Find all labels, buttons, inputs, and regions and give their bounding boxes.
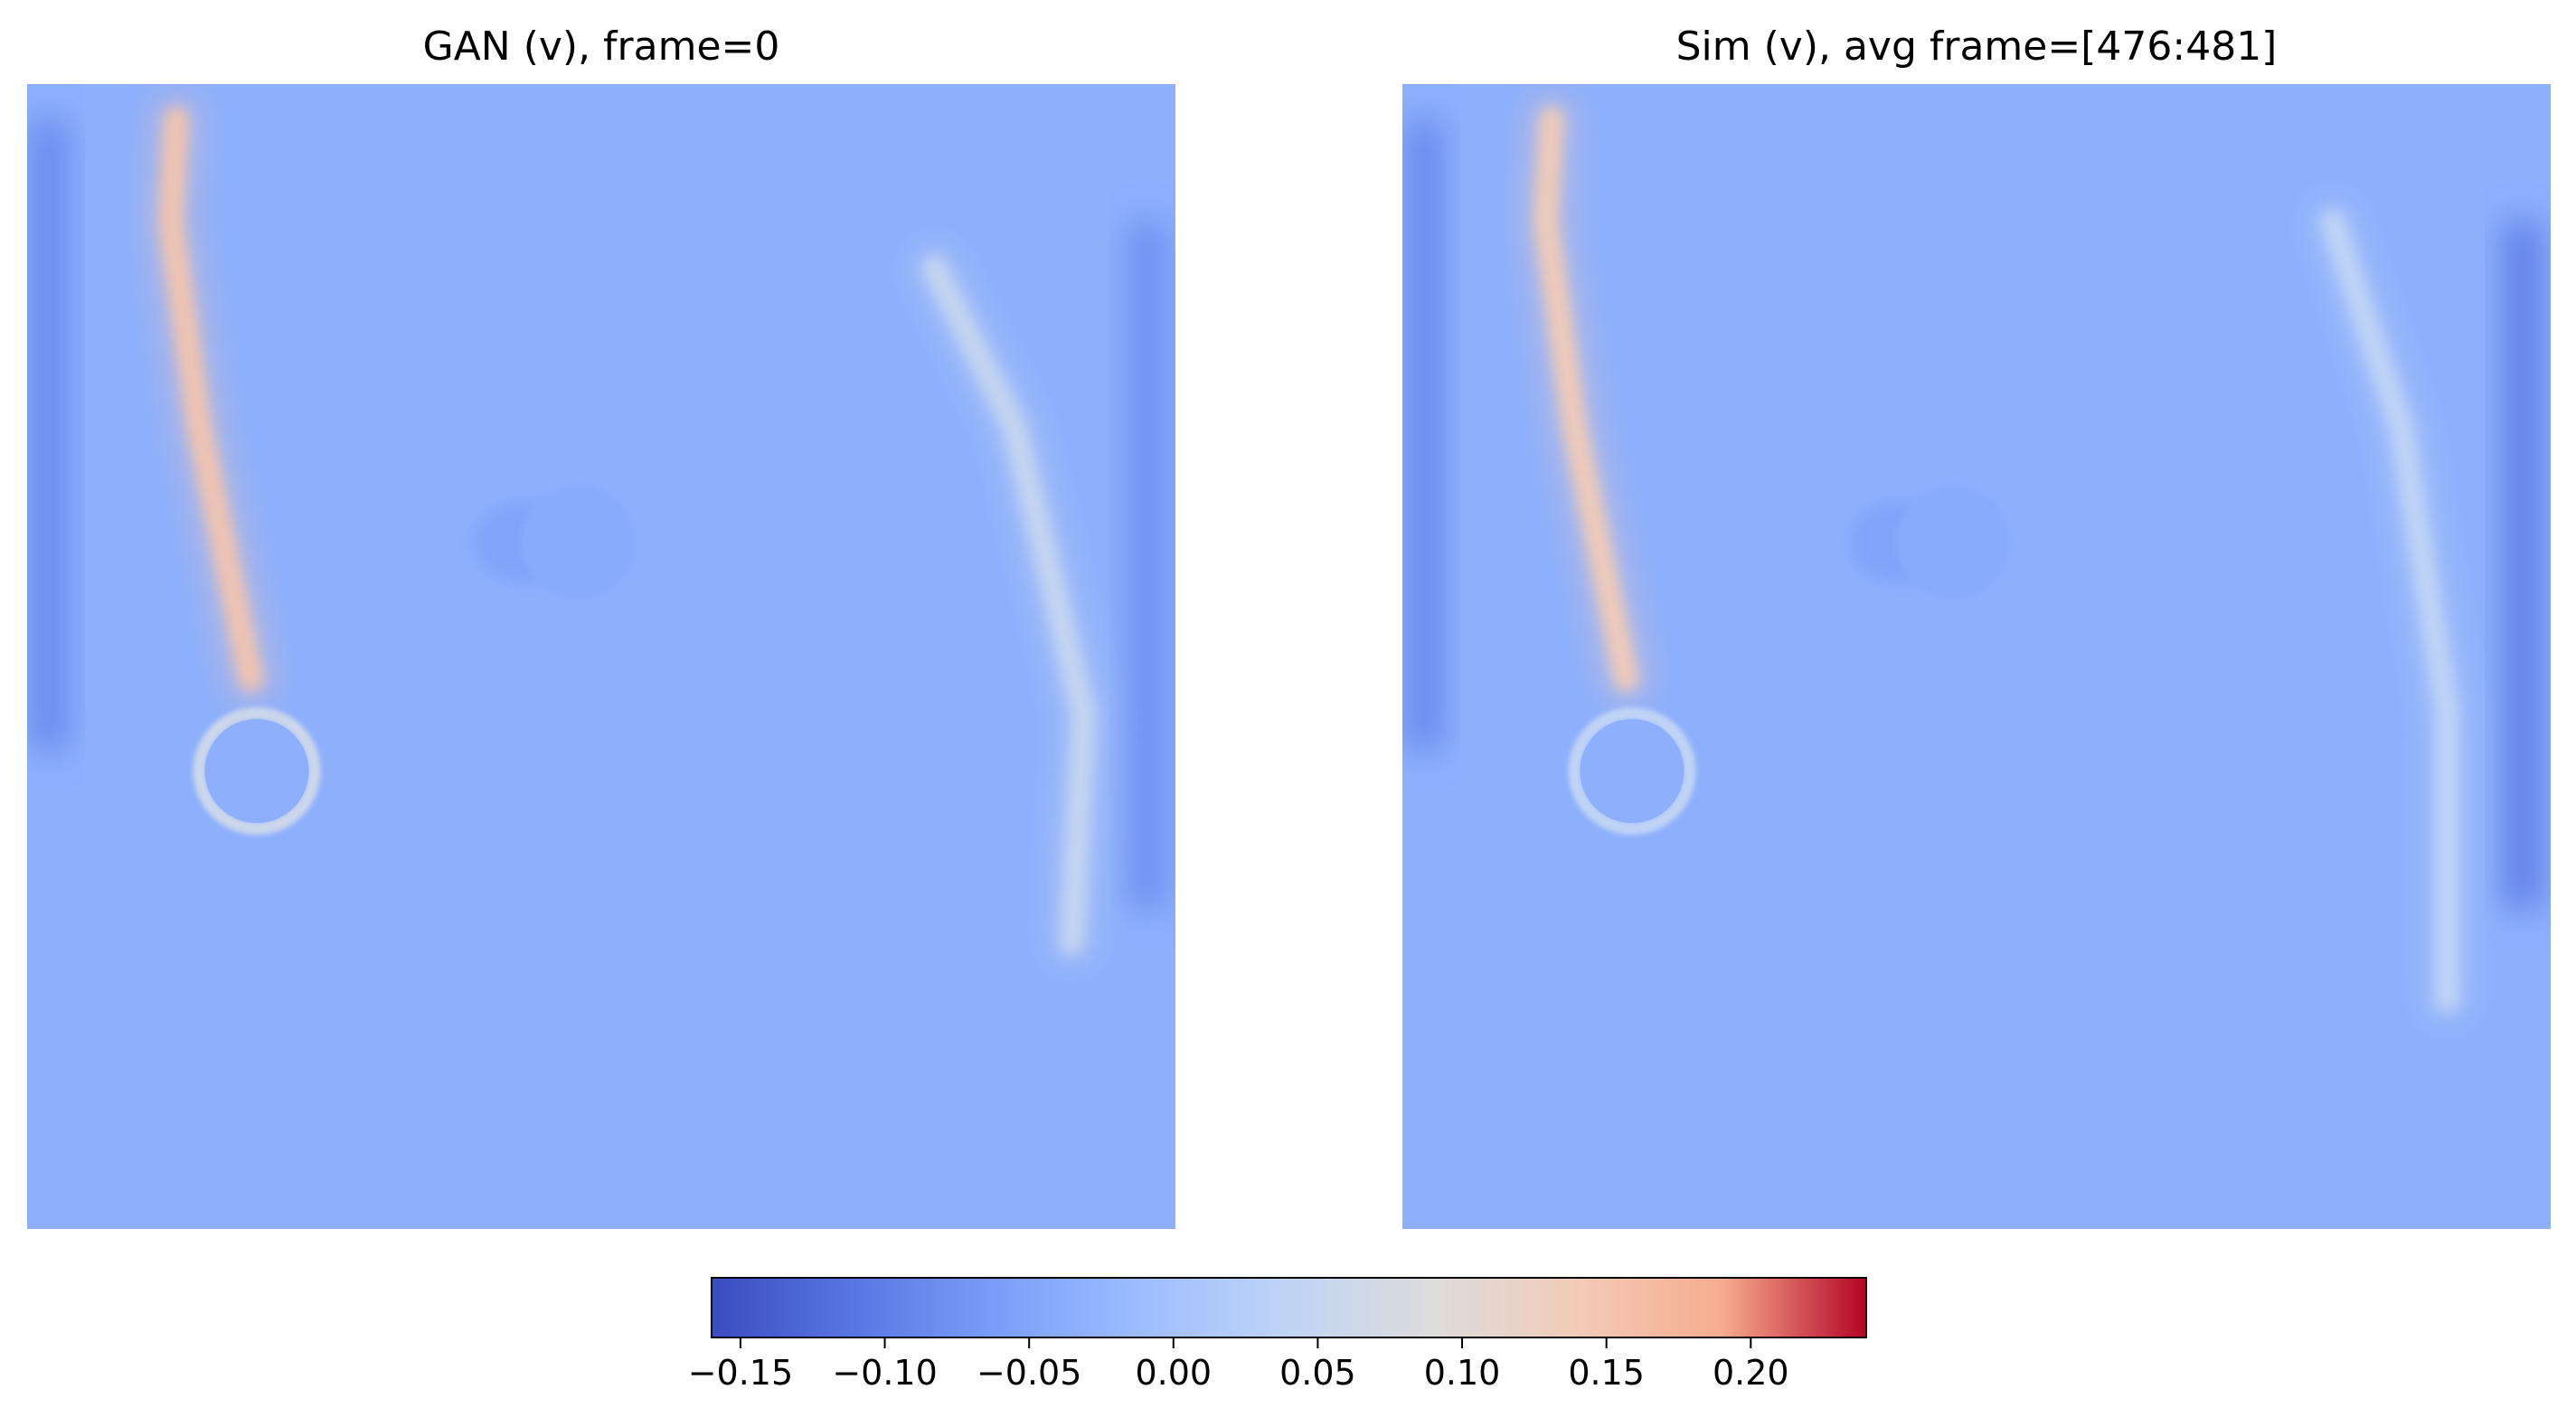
colorbar-gradient (711, 1277, 1867, 1338)
filament (1533, 106, 1638, 692)
colorbar-tick-label: 0.20 (1713, 1353, 1789, 1393)
colorbar: −0.15 −0.10 −0.05 0.00 0.05 0.10 0.15 0.20 (688, 1277, 1867, 1393)
ring (193, 707, 321, 836)
heatmap-field-gan (31, 92, 1166, 969)
heatmap-area-gan (27, 84, 1175, 1229)
obstacle (521, 484, 637, 600)
heatmap-panel-sim: Sim (v), avg frame=[476:481] (1402, 24, 2551, 1229)
ring-interior (1580, 719, 1684, 824)
heatmap-panel-gan: GAN (v), frame=0 (27, 24, 1175, 1229)
heatmap-field-sim (1406, 92, 2542, 1025)
panel-title-sim: Sim (v), avg frame=[476:481] (1676, 24, 2278, 70)
colorbar-tick-label: −0.15 (688, 1353, 793, 1393)
panel-title-gan: GAN (v), frame=0 (423, 24, 780, 70)
filament (2320, 209, 2459, 1012)
ring-interior (204, 719, 309, 824)
colorbar-tick-label: 0.00 (1135, 1353, 1212, 1393)
colorbar-tick-label: −0.05 (977, 1353, 1081, 1393)
ring (1568, 707, 1696, 836)
edge-band-right (1128, 221, 1166, 909)
filament (158, 106, 263, 692)
obstacle (1896, 484, 2012, 600)
edge-band-right (2504, 221, 2542, 909)
colorbar-tick-label: −0.10 (832, 1353, 937, 1393)
colorbar-tick-label: 0.15 (1568, 1353, 1645, 1393)
colorbar-tick-label: 0.05 (1279, 1353, 1356, 1393)
filament (922, 255, 1096, 955)
colorbar-tick-label: 0.10 (1424, 1353, 1501, 1393)
edge-band-left (31, 120, 67, 751)
colorbar-ticks: −0.15 −0.10 −0.05 0.00 0.05 0.10 0.15 0.20 (688, 1337, 1789, 1393)
edge-band-left (1406, 120, 1442, 751)
